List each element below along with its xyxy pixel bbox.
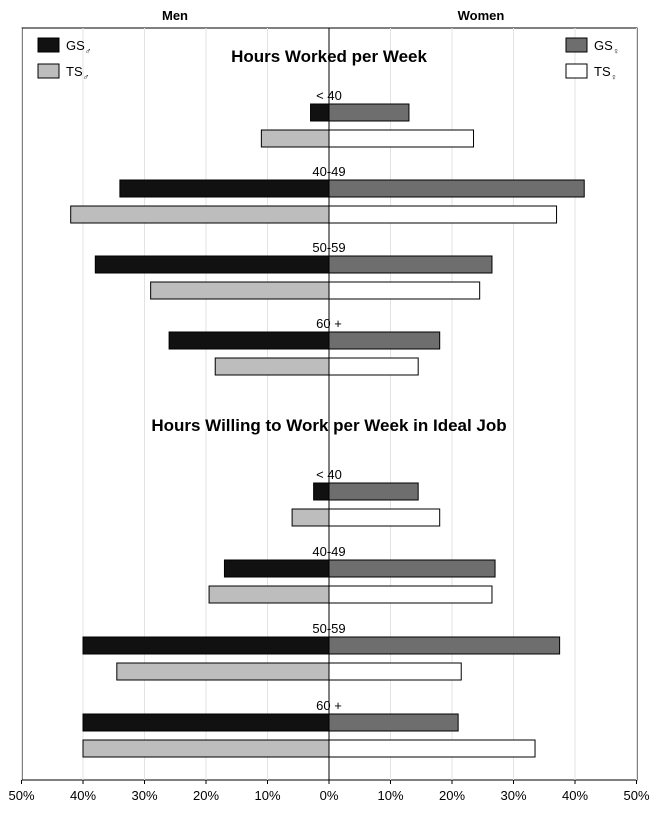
legend-label: GS♂ (66, 38, 92, 56)
bar-ts-women-40-49 (328, 205, 558, 224)
side-label-women: Women (458, 8, 505, 23)
bar-gs-women-50-59 (328, 255, 493, 274)
x-tick-label: 0% (320, 788, 339, 803)
bars (70, 103, 585, 758)
legend-swatch-ts-men (37, 63, 60, 79)
x-tick-label: 40% (562, 788, 588, 803)
bar-gs-men-60 (168, 331, 330, 350)
bar-gs-men-40 (310, 103, 330, 122)
legend: GS♂ TS♂ GS♀ TS♀ (37, 37, 620, 82)
bar-gs-women-40 (328, 482, 419, 501)
x-axis-ticks: 50% 40% 30% 20% 10% 0% 10% 20% 30% 40% 50% (8, 780, 650, 803)
bar-gs-women-60 (328, 713, 459, 732)
bar-ts-women-40-49 (328, 585, 493, 604)
bar-gs-women-40-49 (328, 559, 496, 578)
bar-gs-women-40-49 (328, 179, 585, 198)
bar-gs-women-40 (328, 103, 410, 122)
bar-gs-women-60 (328, 331, 441, 350)
x-tick-label: 20% (439, 788, 465, 803)
bar-ts-men-40 (291, 508, 330, 527)
bar-ts-women-60 (328, 357, 419, 376)
bar-gs-women-50-59 (328, 636, 561, 655)
bar-gs-men-50-59 (94, 255, 330, 274)
bar-ts-men-60 (82, 739, 330, 758)
bar-gs-men-40-49 (119, 179, 330, 198)
bar-ts-women-40 (328, 129, 475, 148)
bar-ts-men-50-59 (150, 281, 330, 300)
side-label-men: Men (162, 8, 188, 23)
bar-ts-women-60 (328, 739, 536, 758)
bar-ts-men-60 (214, 357, 330, 376)
bar-gs-men-50-59 (82, 636, 330, 655)
bar-ts-women-40 (328, 508, 441, 527)
bar-gs-men-40 (313, 482, 330, 501)
grid-lines (21, 28, 637, 780)
legend-swatch-gs-women (565, 37, 588, 53)
bar-ts-women-50-59 (328, 281, 481, 300)
legend-swatch-ts-women (565, 63, 588, 79)
bar-ts-men-40-49 (70, 205, 330, 224)
x-tick-label: 30% (131, 788, 157, 803)
legend-label: TS♂ (66, 64, 89, 82)
bar-gs-men-60 (82, 713, 330, 732)
bar-ts-men-50-59 (116, 662, 330, 681)
legend-label: TS♀ (594, 64, 617, 82)
bar-ts-men-40-49 (208, 585, 330, 604)
x-tick-label: 10% (254, 788, 280, 803)
x-tick-label: 40% (70, 788, 96, 803)
x-tick-label: 30% (500, 788, 526, 803)
x-tick-label: 20% (193, 788, 219, 803)
bar-ts-men-40 (260, 129, 330, 148)
x-tick-label: 50% (8, 788, 34, 803)
bar-gs-men-40-49 (223, 559, 330, 578)
legend-label: GS♀ (594, 38, 620, 56)
legend-swatch-gs-men (37, 37, 60, 53)
bar-ts-women-50-59 (328, 662, 462, 681)
x-tick-label: 50% (623, 788, 649, 803)
x-tick-label: 10% (377, 788, 403, 803)
